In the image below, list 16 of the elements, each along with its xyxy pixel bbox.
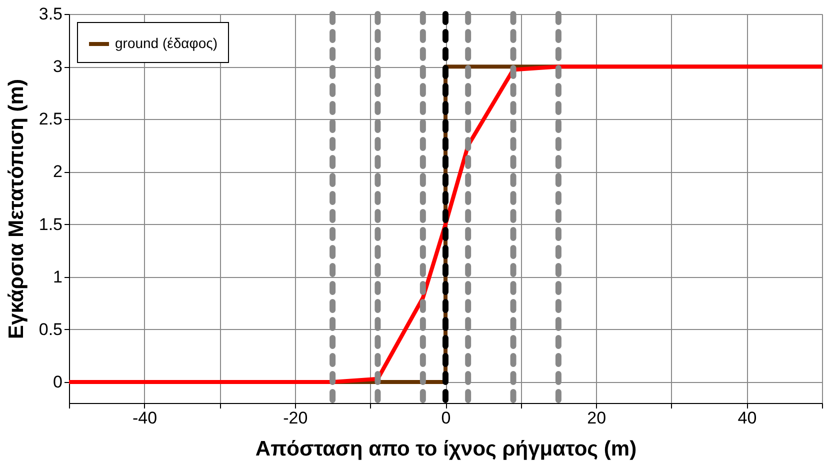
x-tick-label: 20: [587, 408, 606, 428]
y-tick-label: 0.5: [38, 320, 62, 339]
y-tick-label: 1: [53, 267, 62, 286]
y-tick-label: 3: [53, 57, 62, 76]
y-tick-label: 2.5: [38, 110, 62, 129]
x-tick-label: -20: [283, 408, 308, 428]
y-tick-label: 3.5: [38, 4, 62, 24]
x-tick-label: 0: [441, 408, 451, 428]
y-tick-label: 1.5: [38, 214, 62, 234]
y-tick-label: 0: [53, 372, 62, 392]
legend-label: ground (έδαφος): [115, 35, 218, 51]
y-tick-label: 2: [53, 162, 62, 182]
x-tick-label: 40: [738, 408, 757, 428]
x-tick-label: -40: [132, 408, 158, 428]
x-axis-title: Απόσταση απο το ίχνος ρήγματος (m): [255, 438, 637, 460]
y-axis-title: Εγκάρσια Μετατόπιση (m): [4, 79, 28, 339]
